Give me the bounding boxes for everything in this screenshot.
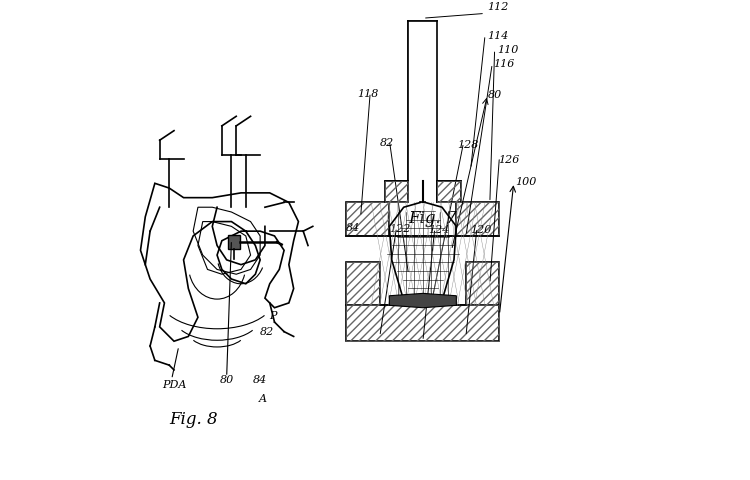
Bar [385,181,409,203]
Bar [346,306,500,341]
Text: 126: 126 [499,155,520,165]
Text: 110: 110 [497,45,519,55]
Text: Fig. 7: Fig. 7 [408,209,457,226]
Bar [346,203,389,237]
Bar [228,236,239,250]
Bar [466,263,500,306]
Text: PDA: PDA [162,379,187,389]
Bar [346,263,380,306]
Bar [456,203,500,237]
Bar [385,181,409,203]
Bar [346,306,500,341]
Text: 84: 84 [253,374,267,384]
Text: P: P [268,311,276,321]
Bar [437,181,461,203]
Text: 116: 116 [494,59,514,69]
Text: Fig. 8: Fig. 8 [169,410,217,427]
Bar [346,203,389,237]
Text: 82: 82 [380,138,394,148]
Text: 80: 80 [220,374,234,384]
Bar [456,203,500,237]
Text: A: A [260,393,267,403]
Bar [346,263,380,306]
Text: 118: 118 [357,88,378,98]
Text: 84: 84 [345,223,359,233]
Text: 114: 114 [488,31,508,41]
Text: 128: 128 [458,140,478,150]
Text: 112: 112 [488,1,508,12]
Text: 124: 124 [428,225,450,235]
Polygon shape [389,294,456,308]
Text: 100: 100 [515,177,536,187]
Text: 120: 120 [471,225,492,235]
Bar [466,263,500,306]
Text: 82: 82 [260,326,274,336]
Bar [437,181,461,203]
Text: 80: 80 [488,90,502,100]
Text: 122: 122 [389,224,411,234]
